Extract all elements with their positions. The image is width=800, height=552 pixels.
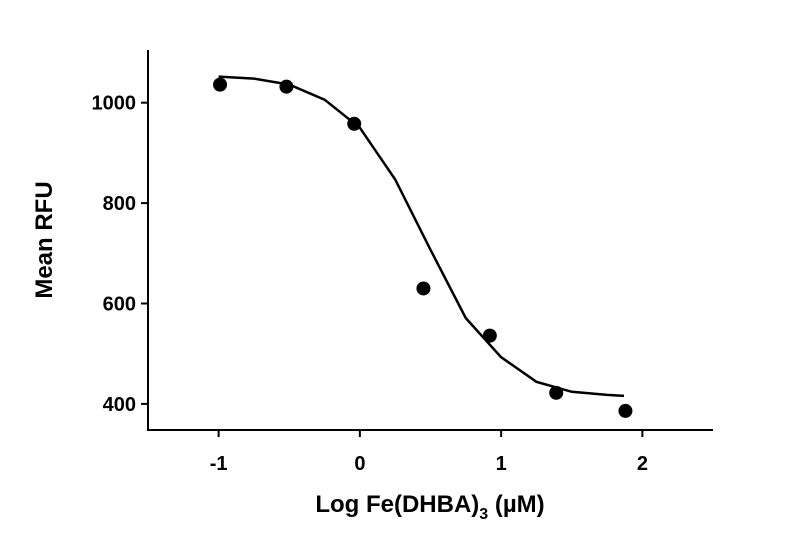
x-tick-label: 0 — [354, 453, 365, 475]
data-point — [416, 281, 431, 296]
y-axis-label: Mean RFU — [31, 181, 58, 298]
x-axis-label-part: (µM) — [488, 491, 544, 518]
x-axis-label-subscript: 3 — [479, 506, 488, 523]
x-tick-label: 1 — [496, 453, 507, 475]
y-tick-label: 800 — [103, 193, 136, 215]
x-tick-label: 2 — [637, 453, 648, 475]
x-axis-label-part: Log Fe(DHBA) — [315, 491, 479, 518]
fit-curve — [218, 75, 625, 398]
x-axis-label: Log Fe(DHBA)3 (µM) — [315, 491, 544, 523]
y-tick-label: 600 — [103, 294, 136, 316]
data-point — [618, 403, 633, 418]
y-tick-label: 1000 — [92, 93, 137, 115]
y-tick-label: 400 — [103, 394, 136, 416]
data-point — [213, 77, 228, 92]
x-tick-label: -1 — [210, 453, 228, 475]
